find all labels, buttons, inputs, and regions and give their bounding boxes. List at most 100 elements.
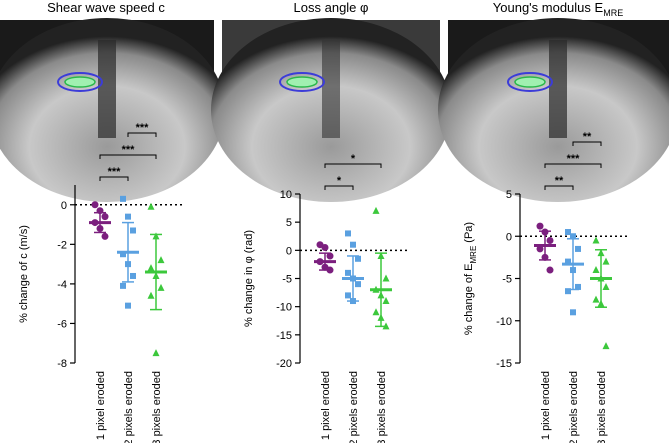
x-tick-label: 2 pixels eroded bbox=[348, 371, 360, 443]
y-tick-label: 5 bbox=[506, 189, 512, 201]
data-point bbox=[382, 274, 390, 282]
x-tick-label: 3 pixels eroded bbox=[151, 371, 163, 443]
x-tick-label: 3 pixels eroded bbox=[596, 371, 608, 443]
data-point bbox=[602, 257, 610, 265]
data-point bbox=[101, 232, 109, 240]
panel-title: Young's modulus EMRE bbox=[493, 0, 623, 18]
data-point bbox=[592, 236, 600, 244]
y-label-text: % change in φ (rad) bbox=[243, 230, 255, 327]
y-tick-label: -10 bbox=[276, 302, 292, 314]
significance-bracket bbox=[544, 185, 574, 190]
significance-bracket bbox=[99, 176, 129, 181]
significance-label: *** bbox=[567, 153, 581, 165]
x-tick-label: 2 pixels eroded bbox=[123, 371, 135, 443]
data-point bbox=[147, 264, 155, 272]
data-point bbox=[602, 282, 610, 290]
data-point bbox=[565, 258, 571, 265]
title-text: Loss angle φ bbox=[294, 0, 369, 15]
significance-label: * bbox=[351, 153, 356, 165]
significance-bracket bbox=[324, 185, 354, 190]
significance-label: * bbox=[337, 175, 342, 187]
y-tick-label: 10 bbox=[280, 189, 292, 201]
data-point bbox=[120, 251, 126, 258]
y-label-subscript: MRE bbox=[469, 246, 478, 264]
data-point bbox=[101, 213, 109, 221]
y-tick-label: -8 bbox=[57, 358, 67, 370]
data-point bbox=[536, 245, 544, 253]
data-point bbox=[355, 281, 361, 288]
data-point bbox=[125, 213, 131, 220]
x-tick-label: 1 pixel eroded bbox=[95, 371, 107, 440]
mri-images bbox=[0, 18, 669, 202]
significance-bracket bbox=[572, 141, 602, 146]
significance-label: *** bbox=[122, 144, 136, 156]
data-point bbox=[345, 230, 351, 237]
y-tick-label: -2 bbox=[57, 239, 67, 251]
y-tick-label: 5 bbox=[286, 217, 292, 229]
data-point bbox=[565, 229, 571, 236]
y-tick-label: 0 bbox=[61, 200, 67, 212]
data-point bbox=[152, 349, 160, 357]
y-tick-label: -5 bbox=[282, 274, 292, 286]
significance-bracket bbox=[99, 154, 157, 159]
y-axis-label: % change of EMRE (Pa) bbox=[463, 222, 478, 335]
y-tick-label: -20 bbox=[276, 358, 292, 370]
data-point bbox=[355, 255, 361, 262]
data-point bbox=[91, 201, 99, 209]
significance-bracket bbox=[544, 163, 602, 168]
mri-image bbox=[0, 18, 225, 202]
data-point bbox=[575, 245, 581, 252]
x-tick-label: 3 pixels eroded bbox=[376, 371, 388, 443]
data-point bbox=[130, 227, 136, 234]
y-tick-label: -15 bbox=[496, 358, 512, 370]
significance-label: *** bbox=[136, 122, 150, 134]
data-point bbox=[372, 206, 380, 214]
significance-bracket bbox=[324, 163, 382, 168]
significance-bracket bbox=[127, 132, 157, 137]
y-label-unit: (Pa) bbox=[463, 222, 475, 243]
panel-title: Shear wave speed c bbox=[47, 0, 165, 15]
data-point bbox=[575, 283, 581, 290]
data-point bbox=[321, 244, 329, 252]
y-label-text: % change of E bbox=[463, 264, 475, 336]
data-point bbox=[602, 342, 610, 350]
data-point bbox=[125, 302, 131, 309]
data-point bbox=[546, 236, 554, 244]
y-tick-label: 0 bbox=[506, 231, 512, 243]
data-point bbox=[345, 292, 351, 299]
y-tick-label: -6 bbox=[57, 318, 67, 330]
y-tick-label: -4 bbox=[57, 279, 67, 291]
data-point bbox=[382, 297, 390, 305]
data-point bbox=[565, 288, 571, 295]
y-axis-label: % change of c (m/s) bbox=[18, 225, 30, 323]
title-text: Young's modulus E bbox=[493, 0, 604, 15]
data-point bbox=[592, 266, 600, 274]
title-text: Shear wave speed c bbox=[47, 0, 165, 15]
y-tick-label: -10 bbox=[496, 316, 512, 328]
data-point bbox=[120, 282, 126, 289]
data-point bbox=[592, 295, 600, 303]
y-axis-label: % change in φ (rad) bbox=[243, 230, 255, 327]
x-tick-label: 1 pixel eroded bbox=[320, 371, 332, 440]
y-tick-label: 0 bbox=[286, 245, 292, 257]
data-point bbox=[372, 308, 380, 316]
data-point bbox=[350, 241, 356, 248]
data-point bbox=[326, 252, 334, 260]
title-subscript: MRE bbox=[603, 8, 623, 18]
y-tick-label: -15 bbox=[276, 330, 292, 342]
y-tick-label: -5 bbox=[502, 274, 512, 286]
data-point bbox=[147, 291, 155, 299]
significance-label: ** bbox=[555, 175, 564, 187]
x-tick-label: 1 pixel eroded bbox=[540, 371, 552, 440]
panel-title: Loss angle φ bbox=[294, 0, 369, 15]
significance-label: *** bbox=[108, 166, 122, 178]
data-point bbox=[157, 256, 165, 264]
significance-label: ** bbox=[583, 131, 592, 143]
data-point bbox=[546, 266, 554, 274]
data-point bbox=[147, 202, 155, 210]
data-point bbox=[570, 233, 576, 240]
data-point bbox=[570, 309, 576, 316]
data-point bbox=[120, 195, 126, 202]
mri-image bbox=[438, 18, 669, 202]
